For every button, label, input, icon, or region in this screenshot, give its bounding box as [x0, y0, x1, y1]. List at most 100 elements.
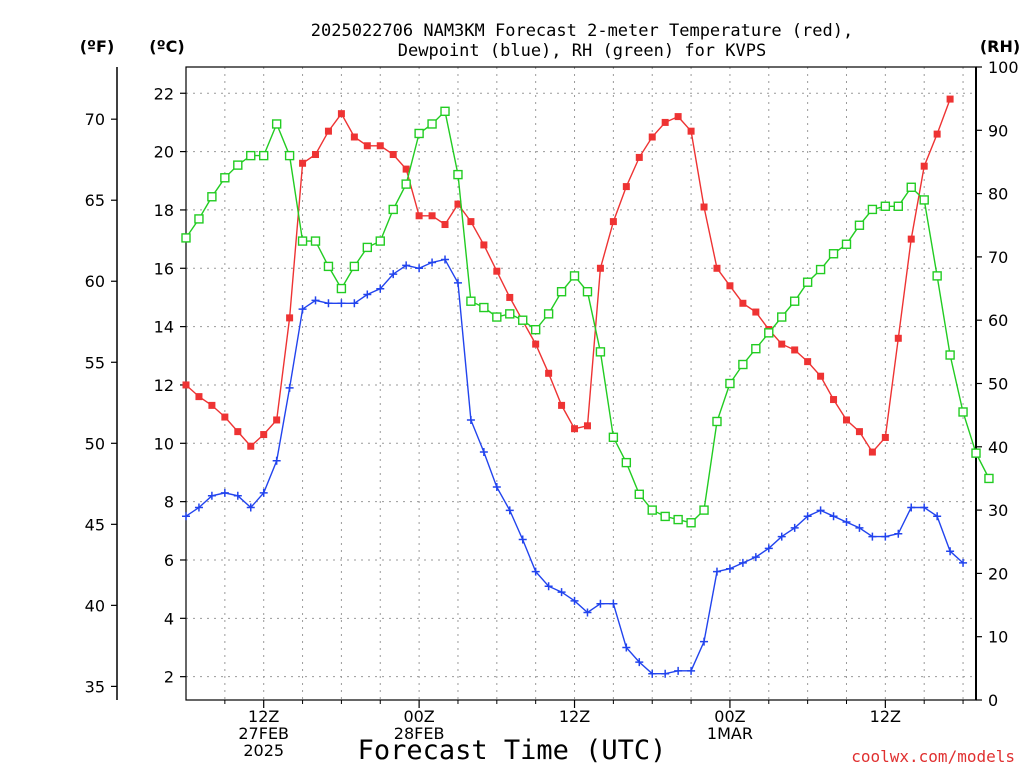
rh-point: [880, 201, 891, 211]
x-tick-label: 1MAR: [707, 724, 753, 743]
rh-point: [893, 201, 903, 211]
temp-point: [545, 369, 553, 377]
dewpoint-point: [635, 658, 644, 667]
rh-point: [440, 106, 450, 117]
rh-tick-label: 10: [988, 628, 1008, 647]
temp-point: [363, 142, 371, 150]
temp-point: [661, 118, 669, 126]
dewpoint-point: [570, 596, 579, 605]
dewpoint-point: [803, 512, 812, 521]
temp-point: [933, 130, 941, 138]
dewpoint-point: [441, 255, 450, 264]
dewpoint-series: [182, 255, 968, 678]
series: [181, 95, 994, 678]
dewpoint-point: [687, 666, 696, 675]
dewpoint-point: [415, 264, 424, 273]
rh-point: [246, 150, 256, 161]
rh-point: [492, 312, 502, 322]
dewpoint-point: [182, 512, 190, 521]
celsius-tick-label: 18: [154, 201, 174, 220]
rh-point: [841, 239, 852, 249]
fahrenheit-tick-label: 65: [85, 191, 105, 210]
dewpoint-point: [609, 599, 618, 608]
dewpoint-point: [518, 535, 527, 544]
temp-point: [480, 241, 488, 249]
x-tick-label: 27FEB: [238, 724, 289, 743]
fahrenheit-tick-label: 60: [85, 272, 105, 291]
rh-tick-label: 90: [988, 121, 1008, 140]
rh-point: [686, 518, 696, 528]
fahrenheit-tick-label: 40: [85, 596, 105, 615]
temp-point: [428, 212, 436, 220]
x-tick-label: 00Z: [714, 707, 745, 726]
temp-point: [571, 425, 579, 433]
rh-point: [194, 214, 204, 224]
temp-point: [726, 282, 734, 290]
dewpoint-point: [946, 547, 955, 556]
temp-point: [299, 159, 307, 167]
dewpoint-point: [350, 299, 359, 308]
dewpoint-point: [363, 290, 372, 299]
dewpoint-point: [829, 512, 838, 521]
temp-point: [881, 433, 889, 441]
temp-point: [402, 165, 410, 173]
dewpoint-point: [479, 448, 488, 457]
rh-tick-label: 80: [988, 185, 1008, 204]
rh-point: [479, 302, 489, 313]
rh-point: [362, 242, 373, 253]
rh-point: [259, 150, 269, 161]
temp-point: [506, 293, 514, 301]
rh-point: [181, 233, 191, 243]
fahrenheit-tick-label: 55: [85, 353, 105, 372]
rh-point: [958, 407, 968, 417]
temp-point: [855, 428, 863, 436]
axes: 35 40 45 50 55 60 65 70 2 4 6 8 10 12 14 16 18 20 22 0 10 20 3…: [85, 58, 1019, 760]
dewpoint-point: [622, 643, 631, 652]
temp-point: [467, 218, 475, 226]
rh-tick-label: 60: [988, 311, 1008, 330]
dewpoint-point: [738, 558, 747, 567]
temp-point: [273, 416, 281, 424]
rh-series: [181, 106, 994, 528]
rh-point: [336, 283, 347, 294]
x-axis-label: Forecast Time (UTC): [358, 735, 667, 766]
rh-point: [867, 204, 878, 215]
dewpoint-point: [777, 532, 786, 541]
rh-tick-label: 50: [988, 375, 1008, 394]
rh-point: [828, 249, 839, 259]
dewpoint-point: [725, 564, 734, 573]
dewpoint-point: [337, 299, 346, 308]
temp-point: [648, 133, 656, 141]
rh-tick-label: 30: [988, 501, 1008, 520]
temp-point: [700, 203, 708, 211]
temp-point: [739, 299, 747, 307]
chart-title-line1: 2025022706 NAM3KM Forecast 2-meter Tempe…: [311, 21, 853, 41]
dewpoint-point: [453, 278, 462, 287]
dewpoint-point: [700, 637, 709, 646]
temp-point: [337, 110, 345, 118]
temp-point: [596, 264, 604, 272]
rh-point: [802, 277, 813, 287]
dewpoint-point: [544, 582, 553, 591]
temp-point: [441, 221, 449, 229]
dewpoint-point: [389, 270, 398, 279]
x-tick-label: 2025: [243, 741, 284, 760]
rh-point: [569, 271, 580, 281]
dewpoint-point: [674, 666, 683, 675]
temp-point: [778, 340, 786, 348]
temp-point: [635, 153, 643, 161]
rh-point: [349, 261, 360, 272]
dewpoint-point: [648, 669, 657, 678]
rh-point: [323, 261, 334, 272]
dewpoint-point: [596, 599, 605, 608]
temp-point: [946, 95, 954, 103]
celsius-tick-label: 10: [154, 434, 174, 453]
dewpoint-point: [855, 523, 864, 532]
chart-title-line2: Dewpoint (blue), RH (green) for KVPS: [398, 41, 766, 61]
rh-point: [595, 347, 606, 357]
dewpoint-point: [505, 506, 514, 515]
temp-point: [376, 142, 384, 150]
rh-point: [777, 312, 787, 322]
temp-point: [260, 431, 268, 439]
temp-point: [234, 428, 242, 436]
